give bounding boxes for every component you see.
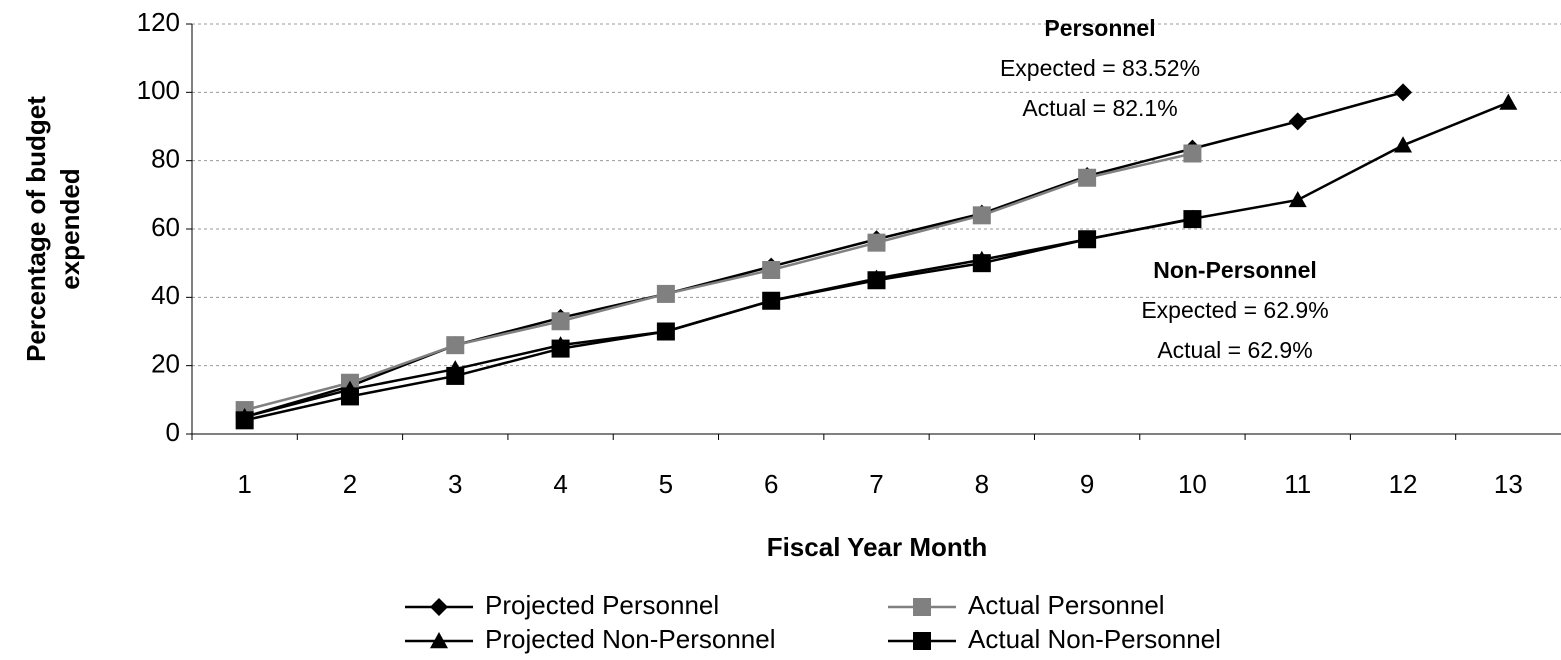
x-tick-label: 10 xyxy=(1178,469,1207,499)
annotation-text: Actual = 62.9% xyxy=(1157,337,1312,363)
y-tick-label: 60 xyxy=(151,212,180,242)
legend-marker xyxy=(430,598,448,616)
series-line xyxy=(244,217,1193,422)
x-tick-label: 3 xyxy=(448,469,462,499)
y-tick-label: 80 xyxy=(151,144,180,174)
marker xyxy=(235,411,254,430)
x-tick-label: 1 xyxy=(237,469,251,499)
marker xyxy=(446,336,465,355)
annotation-text: Actual = 82.1% xyxy=(1022,95,1177,121)
x-tick-label: 6 xyxy=(764,469,778,499)
marker xyxy=(867,233,886,252)
y-tick-label: 20 xyxy=(151,349,180,379)
marker xyxy=(1078,230,1097,249)
annotation-text: Expected = 83.52% xyxy=(1000,55,1200,81)
marker xyxy=(972,206,991,225)
x-tick-label: 2 xyxy=(343,469,357,499)
marker xyxy=(867,271,886,290)
marker xyxy=(551,312,570,331)
marker xyxy=(656,322,675,341)
y-tick-label: 120 xyxy=(137,7,180,37)
legend-label: Actual Personnel xyxy=(968,590,1165,620)
y-axis-title: expended xyxy=(55,168,85,289)
marker xyxy=(1183,144,1202,163)
x-tick-label: 12 xyxy=(1389,469,1418,499)
x-tick-label: 7 xyxy=(869,469,883,499)
marker xyxy=(1499,93,1518,110)
legend-marker xyxy=(913,632,931,650)
marker xyxy=(656,284,675,303)
annotation-text: Expected = 62.9% xyxy=(1141,297,1328,323)
legend-label: Actual Non-Personnel xyxy=(968,624,1221,654)
series-line xyxy=(244,101,1509,419)
marker xyxy=(762,261,781,279)
x-axis-title: Fiscal Year Month xyxy=(767,532,988,562)
x-tick-label: 5 xyxy=(659,469,673,499)
marker xyxy=(1288,190,1307,208)
y-tick-label: 40 xyxy=(151,280,180,310)
legend-marker xyxy=(913,598,931,616)
x-tick-label: 11 xyxy=(1284,469,1311,499)
marker xyxy=(1394,136,1413,153)
series-line xyxy=(244,152,1193,412)
legend-label: Projected Personnel xyxy=(485,590,719,620)
marker xyxy=(1183,210,1202,229)
marker xyxy=(1288,112,1307,131)
x-tick-label: 4 xyxy=(553,469,567,499)
marker xyxy=(1394,83,1413,102)
marker xyxy=(762,291,781,310)
x-tick-label: 9 xyxy=(1080,469,1094,499)
series-line xyxy=(244,91,1404,419)
legend-label: Projected Non-Personnel xyxy=(485,624,776,654)
y-axis-title: Percentage of budget xyxy=(21,96,51,362)
x-tick-label: 8 xyxy=(975,469,989,499)
x-tick-label: 13 xyxy=(1494,469,1523,499)
marker xyxy=(551,339,570,358)
marker xyxy=(972,254,991,273)
marker xyxy=(446,366,465,385)
y-tick-label: 100 xyxy=(137,75,180,105)
legend-marker xyxy=(430,632,448,649)
marker xyxy=(1078,168,1097,187)
y-tick-label: 0 xyxy=(166,417,180,447)
annotation-title: Personnel xyxy=(1044,15,1155,41)
annotation-title: Non-Personnel xyxy=(1153,257,1317,283)
marker xyxy=(340,387,359,406)
